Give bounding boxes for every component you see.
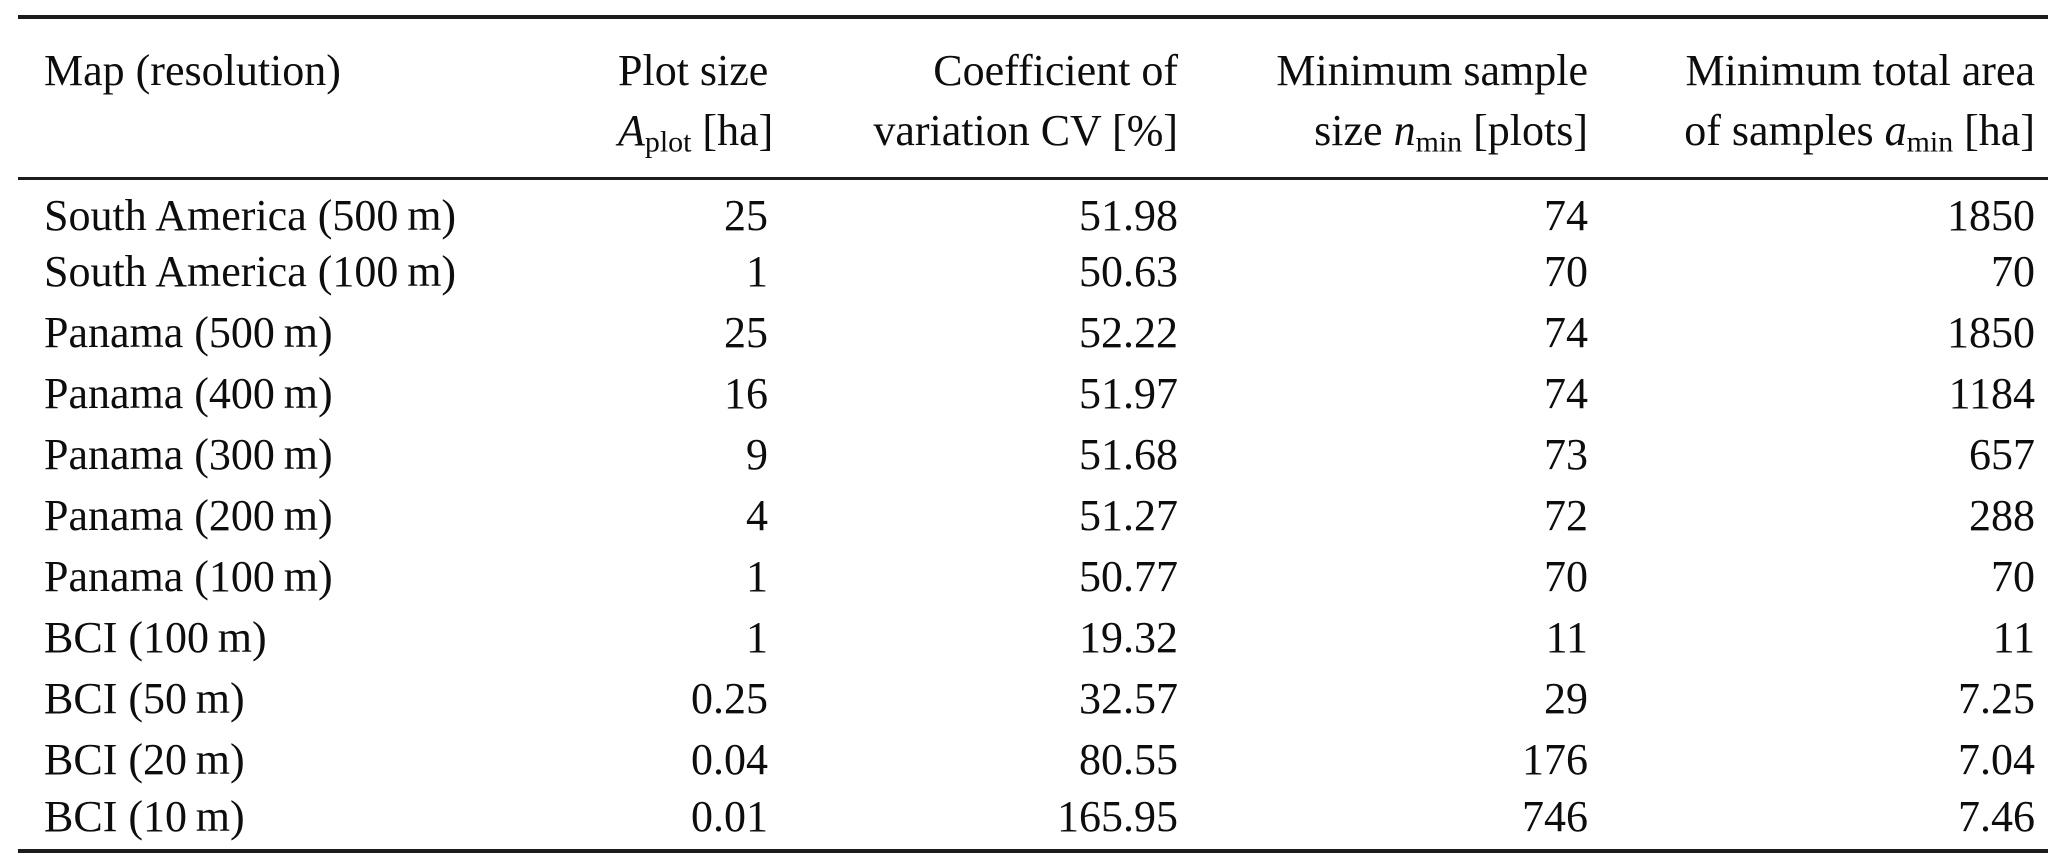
cell-plot-size: 25	[724, 191, 768, 240]
cell-plot-size: 1	[746, 552, 768, 601]
table-row: Panama (500 m) 25 52.22 74 1850	[18, 302, 2048, 363]
col-header-plot-size-line2: Aplot [ha]	[618, 101, 773, 161]
cell-a-min: 288	[1969, 491, 2035, 540]
a-min-unit: [ha]	[1953, 106, 2035, 155]
n-min-prefix: size	[1314, 106, 1394, 155]
cell-n-min: 70	[1544, 552, 1588, 601]
cell-plot-size: 0.01	[691, 792, 768, 841]
n-min-subscript: min	[1415, 125, 1463, 159]
col-header-cv: Coefficient of variation CV [%]	[768, 17, 1178, 180]
col-header-map: Map (resolution)	[18, 17, 618, 180]
col-header-n-min: Minimum sample size nmin [plots]	[1178, 17, 1588, 180]
cell-a-min: 7.25	[1958, 674, 2035, 723]
table-row: BCI (50 m) 0.25 32.57 29 7.25	[18, 668, 2048, 729]
cell-cv: 32.57	[1079, 674, 1178, 723]
cell-map: BCI (20 m)	[44, 735, 245, 784]
cell-n-min: 74	[1544, 191, 1588, 240]
col-header-cv-line2: variation CV [%]	[873, 106, 1178, 155]
table-body: South America (500 m) 25 51.98 74 1850 S…	[18, 179, 2048, 852]
cell-a-min: 11	[1992, 613, 2035, 662]
cell-a-min: 7.46	[1958, 792, 2035, 841]
n-min-unit: [plots]	[1462, 106, 1588, 155]
cell-cv: 50.77	[1079, 552, 1178, 601]
col-header-cv-line1: Coefficient of	[933, 46, 1178, 95]
cell-map: Panama (500 m)	[44, 308, 333, 357]
cell-a-min: 657	[1969, 430, 2035, 479]
table-header: Map (resolution) Plot size Aplot [ha] Co…	[18, 17, 2048, 180]
cell-a-min: 70	[1991, 247, 2035, 296]
cell-a-min: 1850	[1947, 191, 2035, 240]
table-row: BCI (100 m) 1 19.32 11 11	[18, 607, 2048, 668]
cell-plot-size: 9	[746, 430, 768, 479]
cell-cv: 80.55	[1079, 735, 1178, 784]
cell-cv: 50.63	[1079, 247, 1178, 296]
cell-n-min: 70	[1544, 247, 1588, 296]
table-row: South America (100 m) 1 50.63 70 70	[18, 241, 2048, 302]
col-header-a-min-line1: Minimum total area	[1685, 46, 2035, 95]
table-row: Panama (400 m) 16 51.97 74 1184	[18, 363, 2048, 424]
col-header-n-min-line1: Minimum sample	[1276, 46, 1588, 95]
cell-n-min: 72	[1544, 491, 1588, 540]
cell-a-min: 1184	[1948, 369, 2035, 418]
col-header-a-min-line2: of samples amin [ha]	[1588, 101, 2035, 161]
cell-map: BCI (50 m)	[44, 674, 245, 723]
cell-plot-size: 4	[746, 491, 768, 540]
cell-n-min: 73	[1544, 430, 1588, 479]
cell-plot-size: 25	[724, 308, 768, 357]
cell-cv: 19.32	[1079, 613, 1178, 662]
cell-cv: 51.98	[1079, 191, 1178, 240]
cell-map: Panama (100 m)	[44, 552, 333, 601]
cell-plot-size: 1	[746, 247, 768, 296]
cell-a-min: 1850	[1947, 308, 2035, 357]
sampling-statistics-table: Map (resolution) Plot size Aplot [ha] Co…	[18, 15, 2048, 853]
a-min-subscript: min	[1906, 125, 1954, 159]
col-header-plot-size: Plot size Aplot [ha]	[618, 17, 773, 180]
cell-n-min: 74	[1544, 369, 1588, 418]
cell-plot-size: 0.25	[691, 674, 768, 723]
col-header-plot-size-line1: Plot size	[618, 46, 769, 95]
cell-cv: 51.68	[1079, 430, 1178, 479]
cell-a-min: 70	[1991, 552, 2035, 601]
cell-a-min: 7.04	[1958, 735, 2035, 784]
plot-size-symbol: A	[618, 106, 645, 155]
cell-cv: 51.97	[1079, 369, 1178, 418]
col-header-n-min-line2: size nmin [plots]	[1178, 101, 1588, 161]
header-row: Map (resolution) Plot size Aplot [ha] Co…	[18, 17, 2048, 180]
cell-plot-size: 0.04	[691, 735, 768, 784]
col-header-a-min: Minimum total area of samples amin [ha]	[1588, 17, 2048, 180]
cell-n-min: 746	[1522, 792, 1588, 841]
cell-map: Panama (300 m)	[44, 430, 333, 479]
table-row: Panama (200 m) 4 51.27 72 288	[18, 485, 2048, 546]
cell-map: South America (500 m)	[44, 191, 457, 240]
cell-n-min: 29	[1544, 674, 1588, 723]
cell-plot-size: 16	[724, 369, 768, 418]
cell-map: BCI (100 m)	[44, 613, 267, 662]
cell-map: Panama (200 m)	[44, 491, 333, 540]
cell-cv: 51.27	[1079, 491, 1178, 540]
table-row: South America (500 m) 25 51.98 74 1850	[18, 179, 2048, 242]
cell-plot-size: 1	[746, 613, 768, 662]
table-row: BCI (20 m) 0.04 80.55 176 7.04	[18, 729, 2048, 790]
plot-size-unit: [ha]	[691, 106, 774, 155]
col-header-map-label: Map (resolution)	[44, 46, 341, 95]
cell-n-min: 74	[1544, 308, 1588, 357]
cell-map: Panama (400 m)	[44, 369, 333, 418]
cell-cv: 165.95	[1057, 792, 1178, 841]
a-min-prefix: of samples	[1684, 106, 1885, 155]
cell-n-min: 11	[1545, 613, 1588, 662]
table-row: BCI (10 m) 0.01 165.95 746 7.46	[18, 790, 2048, 851]
cell-n-min: 176	[1522, 735, 1588, 784]
cell-map: BCI (10 m)	[44, 792, 245, 841]
n-min-symbol: n	[1393, 106, 1416, 155]
plot-size-subscript: plot	[644, 125, 692, 159]
cell-cv: 52.22	[1079, 308, 1178, 357]
a-min-symbol: a	[1884, 106, 1907, 155]
table-row: Panama (300 m) 9 51.68 73 657	[18, 424, 2048, 485]
table-row: Panama (100 m) 1 50.77 70 70	[18, 546, 2048, 607]
cell-map: South America (100 m)	[44, 247, 457, 296]
